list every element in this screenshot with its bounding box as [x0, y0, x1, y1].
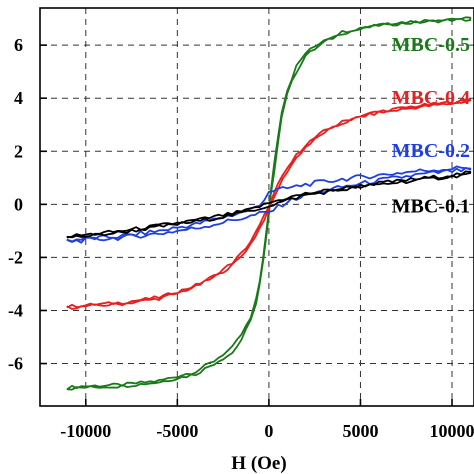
y-tick-label: 2	[14, 141, 23, 161]
y-tick-label: -4	[8, 300, 23, 320]
x-tick-label: -5000	[156, 421, 198, 441]
series-label: MBC-0.5	[392, 34, 470, 56]
series-lines	[66, 16, 472, 391]
series-label: MBC-0.4	[392, 87, 470, 109]
y-tick-label: 4	[14, 88, 23, 108]
y-tick-label: 0	[14, 194, 23, 214]
series-line-mbc-0-2	[66, 165, 472, 244]
series-label: MBC-0.2	[392, 140, 470, 162]
x-tick-label: 10000	[430, 421, 474, 441]
x-tick-label: 0	[264, 421, 273, 441]
series-line-mbc-0-4	[66, 98, 472, 310]
series-labels: MBC-0.5 MBC-0.4 MBC-0.2 MBC-0.1	[392, 34, 470, 218]
x-tick-label: -10000	[60, 421, 111, 441]
series-label: MBC-0.1	[392, 196, 470, 218]
series-line-mbc-0-5	[66, 16, 472, 391]
plot-frame	[39, 7, 474, 407]
x-tick-label: 5000	[342, 421, 378, 441]
y-tick-label: -6	[8, 354, 23, 374]
y-tick-label: 6	[14, 35, 23, 55]
axis-ticks: -10000 -5000 0 5000 10000 -6 -4 -2 0 2 4 6	[8, 35, 474, 441]
x-axis-title: H (Oe)	[231, 453, 286, 474]
series-line-mbc-0-1	[66, 170, 472, 239]
y-tick-label: -2	[8, 247, 23, 267]
